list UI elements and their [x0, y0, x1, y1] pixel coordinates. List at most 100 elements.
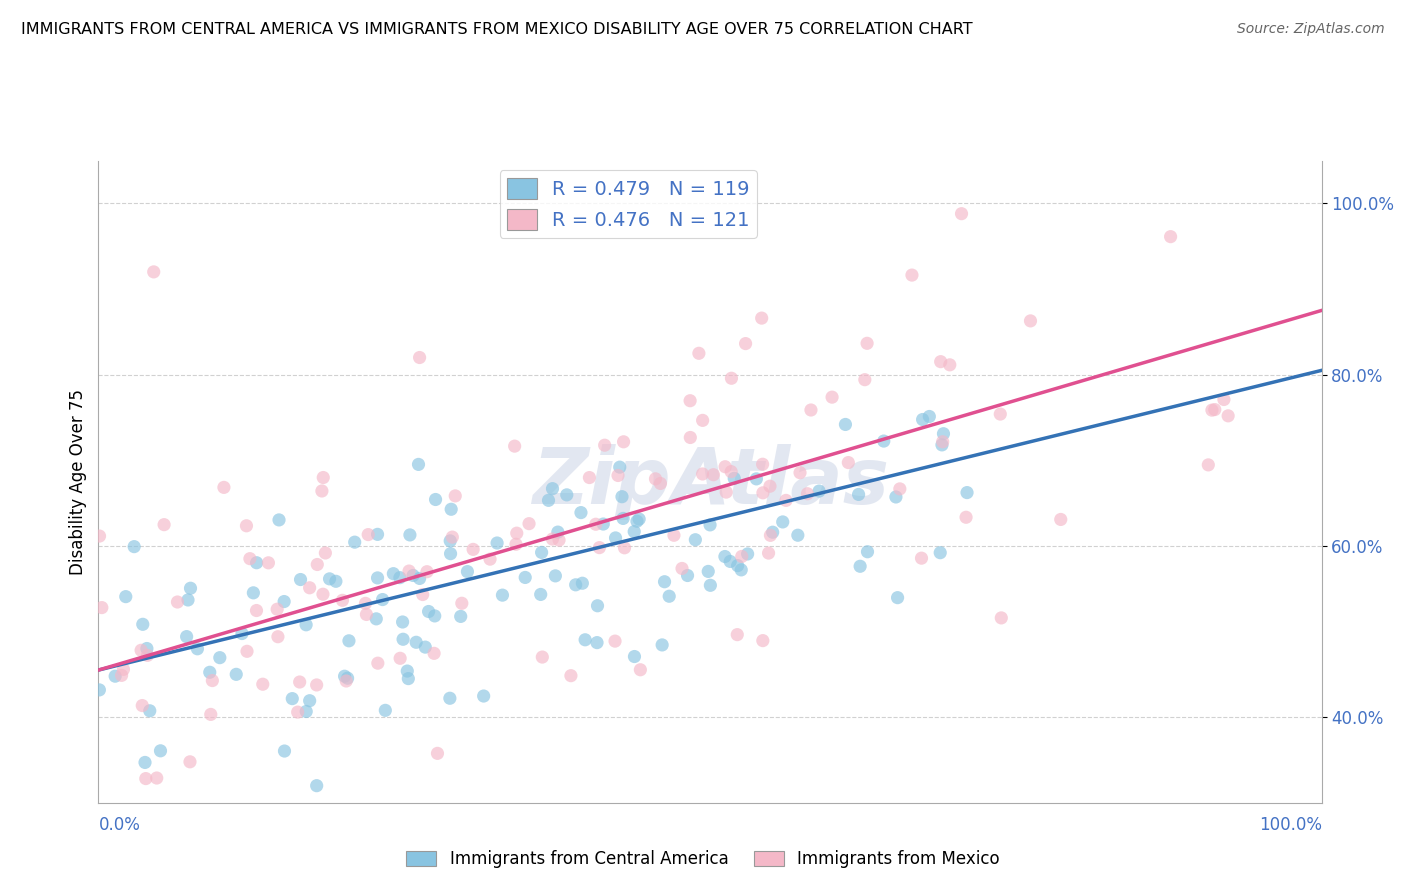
Point: [456, 565, 478, 579]
Point: [588, 541, 610, 555]
Point: [592, 516, 614, 531]
Point: [479, 552, 502, 566]
Point: [654, 574, 676, 589]
Point: [697, 565, 720, 579]
Point: [257, 556, 280, 570]
Point: [560, 668, 582, 682]
Point: [537, 493, 560, 508]
Point: [413, 640, 436, 654]
Point: [956, 485, 979, 500]
Point: [628, 512, 651, 526]
Point: [759, 479, 782, 493]
Point: [901, 268, 924, 282]
Point: [613, 434, 636, 449]
Point: [853, 373, 876, 387]
Point: [505, 537, 527, 551]
Point: [439, 533, 461, 548]
Point: [585, 517, 607, 532]
Point: [658, 589, 681, 603]
Point: [425, 492, 447, 507]
Point: [737, 547, 759, 561]
Point: [929, 546, 952, 560]
Point: [444, 489, 467, 503]
Point: [423, 646, 446, 660]
Point: [821, 390, 844, 404]
Point: [714, 459, 737, 474]
Point: [605, 531, 627, 545]
Point: [89, 682, 111, 697]
Point: [725, 627, 748, 641]
Point: [671, 561, 693, 575]
Point: [266, 602, 288, 616]
Point: [541, 532, 564, 546]
Y-axis label: Disability Age Over 75: Disability Age Over 75: [69, 389, 87, 574]
Point: [402, 568, 425, 582]
Point: [789, 466, 811, 480]
Point: [212, 480, 235, 494]
Point: [685, 533, 707, 547]
Point: [541, 482, 564, 496]
Legend: R = 0.479   N = 119, R = 0.476   N = 121: R = 0.479 N = 119, R = 0.476 N = 121: [499, 170, 758, 238]
Point: [311, 483, 333, 498]
Point: [273, 594, 295, 608]
Point: [343, 535, 366, 549]
Point: [676, 568, 699, 582]
Point: [775, 493, 797, 508]
Point: [548, 533, 571, 547]
Point: [298, 581, 321, 595]
Point: [1201, 403, 1223, 417]
Point: [1160, 229, 1182, 244]
Point: [931, 438, 953, 452]
Point: [129, 643, 152, 657]
Point: [418, 605, 440, 619]
Point: [367, 656, 389, 670]
Point: [679, 430, 702, 444]
Point: [762, 525, 785, 540]
Point: [692, 467, 714, 481]
Point: [337, 633, 360, 648]
Point: [288, 675, 311, 690]
Point: [391, 615, 413, 629]
Point: [104, 669, 127, 683]
Point: [472, 689, 495, 703]
Point: [745, 472, 768, 486]
Point: [392, 632, 415, 647]
Point: [720, 371, 742, 385]
Point: [208, 650, 231, 665]
Point: [287, 705, 309, 719]
Point: [515, 570, 537, 584]
Point: [486, 536, 509, 550]
Point: [834, 417, 856, 432]
Point: [307, 558, 329, 572]
Point: [179, 581, 201, 595]
Point: [399, 528, 422, 542]
Point: [114, 590, 136, 604]
Point: [734, 336, 756, 351]
Point: [911, 412, 934, 426]
Point: [367, 571, 389, 585]
Point: [382, 566, 405, 581]
Point: [571, 576, 593, 591]
Point: [688, 346, 710, 360]
Point: [426, 747, 449, 761]
Point: [267, 630, 290, 644]
Point: [90, 600, 112, 615]
Point: [578, 470, 600, 484]
Point: [751, 457, 773, 471]
Point: [569, 506, 592, 520]
Point: [918, 409, 941, 424]
Point: [731, 549, 754, 564]
Point: [910, 551, 932, 566]
Point: [644, 472, 666, 486]
Point: [333, 669, 356, 683]
Point: [786, 528, 808, 542]
Point: [593, 438, 616, 452]
Point: [298, 694, 321, 708]
Point: [166, 595, 188, 609]
Point: [441, 530, 464, 544]
Point: [730, 563, 752, 577]
Point: [990, 611, 1012, 625]
Point: [273, 744, 295, 758]
Point: [1049, 512, 1071, 526]
Point: [246, 556, 269, 570]
